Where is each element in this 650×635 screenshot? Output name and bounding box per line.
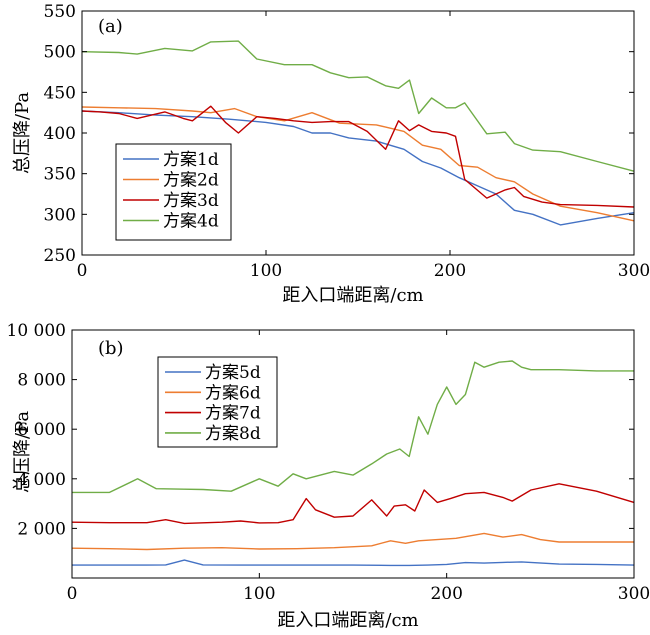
y-tick-label: 450 — [44, 83, 76, 103]
x-tick-label: 200 — [430, 584, 462, 604]
legend-label: 方案8d — [205, 424, 261, 444]
x-axis-label-a: 距入口端距离/cm — [282, 285, 423, 306]
series-line-a-3 — [81, 105, 635, 208]
series-line-a-1 — [81, 110, 635, 226]
series-line-a-4 — [81, 40, 635, 172]
x-tick-label: 200 — [434, 261, 466, 281]
panel-label-b: (b) — [98, 338, 124, 359]
y-tick-label: 6 000 — [17, 420, 66, 440]
y-tick-label: 400 — [44, 124, 76, 144]
y-axis-label-b: 总压降/Pa — [12, 411, 33, 493]
panel-label-a: (a) — [98, 16, 123, 37]
chart-panel-b: 0 100 200 300 2 000 4 000 6 000 8 000 10 000 距入口端… — [7, 321, 650, 631]
legend-label: 方案4d — [163, 212, 219, 232]
legend-label: 方案5d — [205, 363, 261, 383]
legend-label: 方案6d — [205, 383, 261, 403]
y-tick-label: 300 — [44, 205, 76, 225]
x-axis-label-b: 距入口端距离/cm — [277, 610, 418, 631]
legend-label: 方案1d — [163, 150, 219, 170]
y-tick-label: 550 — [44, 2, 76, 22]
y-tick-label: 350 — [44, 165, 76, 185]
legend-label: 方案7d — [205, 404, 261, 424]
y-tick-label: 2 000 — [17, 519, 66, 539]
series-line-a-2 — [81, 106, 635, 222]
x-tick-label: 0 — [77, 261, 88, 281]
x-tick-label: 100 — [250, 261, 282, 281]
y-tick-label: 500 — [44, 43, 76, 63]
y-tick-label: 10 000 — [7, 321, 66, 341]
x-tick-label: 0 — [67, 584, 78, 604]
y-axis-label-a: 总压降/Pa — [12, 92, 33, 174]
x-tick-label: 300 — [618, 261, 650, 281]
x-tick-label: 300 — [618, 584, 650, 604]
series-line-b-1 — [72, 559, 635, 567]
series-line-b-3 — [71, 483, 635, 525]
series-line-b-2 — [71, 532, 634, 551]
y-tick-label: 8 000 — [17, 371, 66, 391]
legend-label: 方案3d — [163, 191, 219, 211]
axes-frame-b — [71, 329, 635, 579]
y-tick-label: 250 — [44, 246, 76, 266]
series-line-b-4 — [72, 360, 634, 494]
chart-panel-a: 0 100 200 300 250 300 350 400 450 500 550 距入口端距离/cm… — [12, 2, 650, 306]
legend-box — [115, 143, 232, 241]
legend-label: 方案2d — [163, 171, 219, 191]
y-tick-label: 4 000 — [17, 470, 66, 490]
x-tick-label: 100 — [243, 584, 275, 604]
